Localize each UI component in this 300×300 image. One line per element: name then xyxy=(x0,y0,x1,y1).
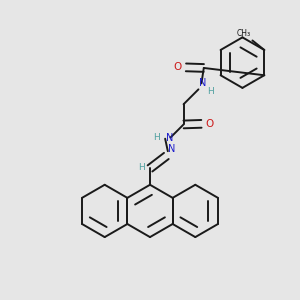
Text: N: N xyxy=(168,145,176,154)
Text: H: H xyxy=(207,87,214,96)
Text: N: N xyxy=(166,133,173,143)
Text: H: H xyxy=(153,133,160,142)
Text: O: O xyxy=(174,62,182,72)
Text: N: N xyxy=(199,78,206,88)
Text: CH₃: CH₃ xyxy=(237,28,251,38)
Text: O: O xyxy=(205,119,214,129)
Text: H: H xyxy=(138,163,145,172)
